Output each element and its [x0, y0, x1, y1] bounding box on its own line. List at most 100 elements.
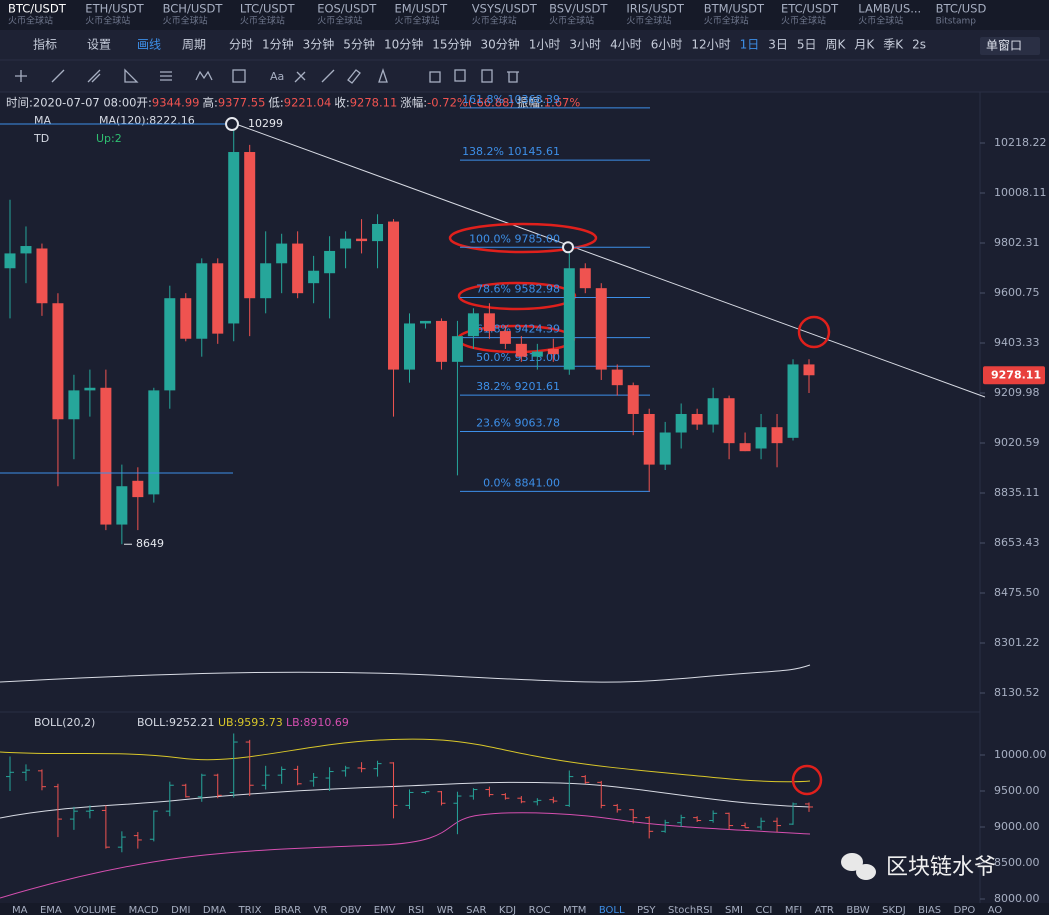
period[interactable]: 10分钟: [384, 37, 423, 52]
tool-measure[interactable]: [294, 71, 306, 83]
indicator-tab[interactable]: ATR: [815, 905, 834, 915]
tab-sub[interactable]: 火币全球站: [626, 15, 671, 27]
period[interactable]: 1小时: [529, 38, 561, 52]
window-select[interactable]: [980, 37, 1040, 55]
tool-delete[interactable]: [507, 71, 519, 83]
indicator-tab[interactable]: WR: [437, 905, 454, 915]
period[interactable]: 12小时: [691, 38, 730, 52]
tool-lock[interactable]: [429, 71, 441, 83]
tab-name[interactable]: ETC/USDT: [781, 2, 839, 16]
period[interactable]: 1日: [740, 38, 760, 52]
indicator-tab[interactable]: SAR: [466, 905, 486, 915]
indicator-tab[interactable]: RSI: [408, 905, 424, 915]
indicator-tab[interactable]: StochRSI: [668, 905, 712, 915]
indicator-tab[interactable]: VOLUME: [74, 905, 116, 915]
period-label[interactable]: 周期: [182, 38, 206, 52]
period[interactable]: 30分钟: [481, 37, 520, 52]
indicator-tab[interactable]: MTM: [563, 905, 586, 915]
period[interactable]: 3日: [768, 38, 788, 52]
indicator-tab[interactable]: BIAS: [918, 905, 941, 915]
tab-sub[interactable]: 火币全球站: [549, 15, 594, 27]
current-price-box: [983, 366, 1045, 385]
tab-sub[interactable]: 火币全球站: [8, 15, 53, 27]
tool-hide[interactable]: [481, 69, 493, 83]
indicator-tab[interactable]: KDJ: [499, 905, 516, 915]
indicator-tab[interactable]: PSY: [637, 905, 656, 915]
tool-angle[interactable]: [124, 68, 139, 83]
period[interactable]: 4小时: [610, 38, 642, 52]
indicator-tab[interactable]: MA: [12, 905, 28, 915]
highlight-circle: [797, 315, 831, 349]
indicator-tab[interactable]: CCI: [755, 905, 772, 915]
period[interactable]: 5分钟: [343, 37, 375, 52]
tool-text[interactable]: Aa: [270, 70, 284, 83]
indicator-tab[interactable]: BOLL: [599, 905, 625, 915]
indicator-tab[interactable]: AO: [988, 905, 1003, 915]
indicator-tab[interactable]: MFI: [785, 905, 802, 915]
period[interactable]: 季K: [883, 38, 904, 52]
indicator-tab[interactable]: SKDJ: [882, 905, 906, 915]
tab-name[interactable]: EM/USDT: [395, 2, 449, 16]
indicator-tab[interactable]: DPO: [954, 905, 976, 915]
tool-fib[interactable]: [160, 71, 172, 81]
tab-name[interactable]: VSYS/USDT: [472, 2, 538, 16]
period[interactable]: 5日: [797, 38, 817, 52]
period[interactable]: 3小时: [569, 38, 601, 52]
tab-name[interactable]: BSV/USDT: [549, 2, 608, 16]
period[interactable]: 15分钟: [432, 37, 471, 52]
tab-name[interactable]: BTM/USDT: [704, 2, 765, 16]
tab-sub[interactable]: 火币全球站: [163, 15, 208, 27]
tool-magnet[interactable]: [321, 69, 335, 83]
candle-body: [499, 331, 511, 344]
period[interactable]: 分时: [229, 38, 253, 52]
indicator-tab[interactable]: VR: [314, 905, 328, 915]
tab-sub[interactable]: 火币全球站: [858, 15, 903, 27]
indicator-tab[interactable]: OBV: [340, 905, 361, 915]
indicator-tab[interactable]: EMA: [40, 905, 62, 915]
tab-sub[interactable]: 火币全球站: [317, 15, 362, 27]
tab-sub[interactable]: 火币全球站: [395, 15, 440, 27]
tab-name[interactable]: LAMB/US...: [858, 2, 921, 16]
period[interactable]: 周K: [826, 38, 847, 52]
period[interactable]: 2s: [912, 38, 926, 52]
tab-name[interactable]: BTC/USD: [936, 2, 987, 16]
indicator-tab[interactable]: DMA: [203, 905, 226, 915]
tab-name[interactable]: EOS/USDT: [317, 2, 377, 16]
indicator-tab[interactable]: EMV: [374, 905, 396, 915]
indicator-tab[interactable]: BRAR: [274, 905, 301, 915]
tab-sub[interactable]: 火币全球站: [781, 15, 826, 27]
tool-cross[interactable]: [15, 70, 27, 82]
period[interactable]: 月K: [854, 38, 875, 52]
indicator-tab[interactable]: BBW: [846, 905, 869, 915]
period[interactable]: 1分钟: [262, 37, 294, 52]
tab-sub[interactable]: 火币全球站: [472, 15, 517, 27]
indicator-tab[interactable]: ROC: [529, 905, 551, 915]
indicator-tab[interactable]: MACD: [129, 905, 159, 915]
indicator-tab[interactable]: SMI: [725, 905, 743, 915]
tab-name[interactable]: ETH/USDT: [85, 2, 144, 16]
period[interactable]: 3分钟: [303, 37, 335, 52]
indicator-tab[interactable]: TRIX: [238, 905, 262, 915]
window-label[interactable]: 单窗口: [986, 39, 1022, 53]
tool-wave[interactable]: [195, 70, 213, 81]
period[interactable]: 6小时: [651, 38, 683, 52]
tab-name[interactable]: LTC/USDT: [240, 2, 296, 16]
tool-pen[interactable]: [378, 67, 388, 83]
tab-sub[interactable]: Bitstamp: [936, 17, 977, 27]
tool-channel[interactable]: [87, 69, 101, 83]
toolbar-button[interactable]: 画线: [137, 38, 161, 52]
tab-name[interactable]: IRIS/USDT: [626, 2, 685, 16]
tool-copy[interactable]: [454, 69, 466, 82]
tool-line[interactable]: [51, 69, 65, 83]
tab-name[interactable]: BCH/USDT: [163, 2, 224, 16]
tab-sub[interactable]: 火币全球站: [85, 15, 130, 27]
tool-rect[interactable]: [232, 69, 246, 83]
tab-sub[interactable]: 火币全球站: [240, 15, 285, 27]
indicator-tab[interactable]: DMI: [171, 905, 190, 915]
tool-ruler[interactable]: [347, 69, 361, 84]
toolbar-button[interactable]: 指标: [33, 37, 57, 52]
drawing-tools[interactable]: [15, 67, 519, 84]
tab-name[interactable]: BTC/USDT: [8, 2, 67, 16]
tab-sub[interactable]: 火币全球站: [704, 15, 749, 27]
toolbar-button[interactable]: 设置: [87, 38, 111, 52]
